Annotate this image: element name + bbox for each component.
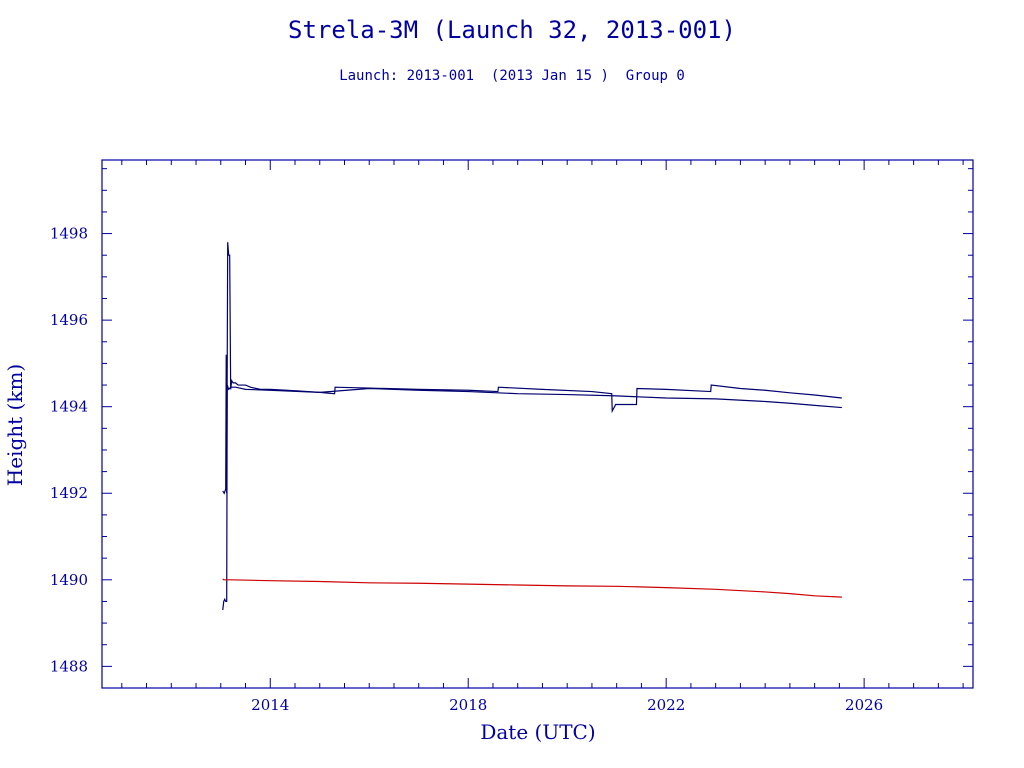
- axis-ticks: [102, 160, 973, 689]
- x-tick-label: 2026: [845, 696, 883, 714]
- y-tick-label: 1492: [50, 484, 88, 502]
- chart-title: Strela-3M (Launch 32, 2013-001): [288, 16, 736, 44]
- series-line-3: [222, 578, 842, 598]
- plot-frame: [101, 159, 974, 689]
- y-tick-label: 1496: [50, 311, 88, 329]
- y-tick-label: 1498: [50, 225, 88, 243]
- y-tick-label: 1494: [50, 398, 88, 416]
- series-line-1: [222, 242, 842, 495]
- x-axis-label: Date (UTC): [480, 720, 595, 744]
- y-tick-label: 1488: [50, 657, 88, 675]
- series-layer: [222, 242, 842, 611]
- series-line-2: [222, 384, 842, 611]
- y-axis-label: Height (km): [3, 364, 27, 486]
- x-tick-label: 2018: [449, 696, 487, 714]
- x-tick-label: 2022: [647, 696, 685, 714]
- x-tick-labels: 2014 2018 2022 2026: [251, 696, 883, 714]
- y-tick-label: 1490: [50, 571, 88, 589]
- chart-subtitle: Launch: 2013-001 (2013 Jan 15 ) Group 0: [339, 68, 685, 84]
- x-tick-label: 2014: [251, 696, 289, 714]
- y-tick-labels: 1488 1490 1492 1494 1496 1498: [50, 225, 88, 676]
